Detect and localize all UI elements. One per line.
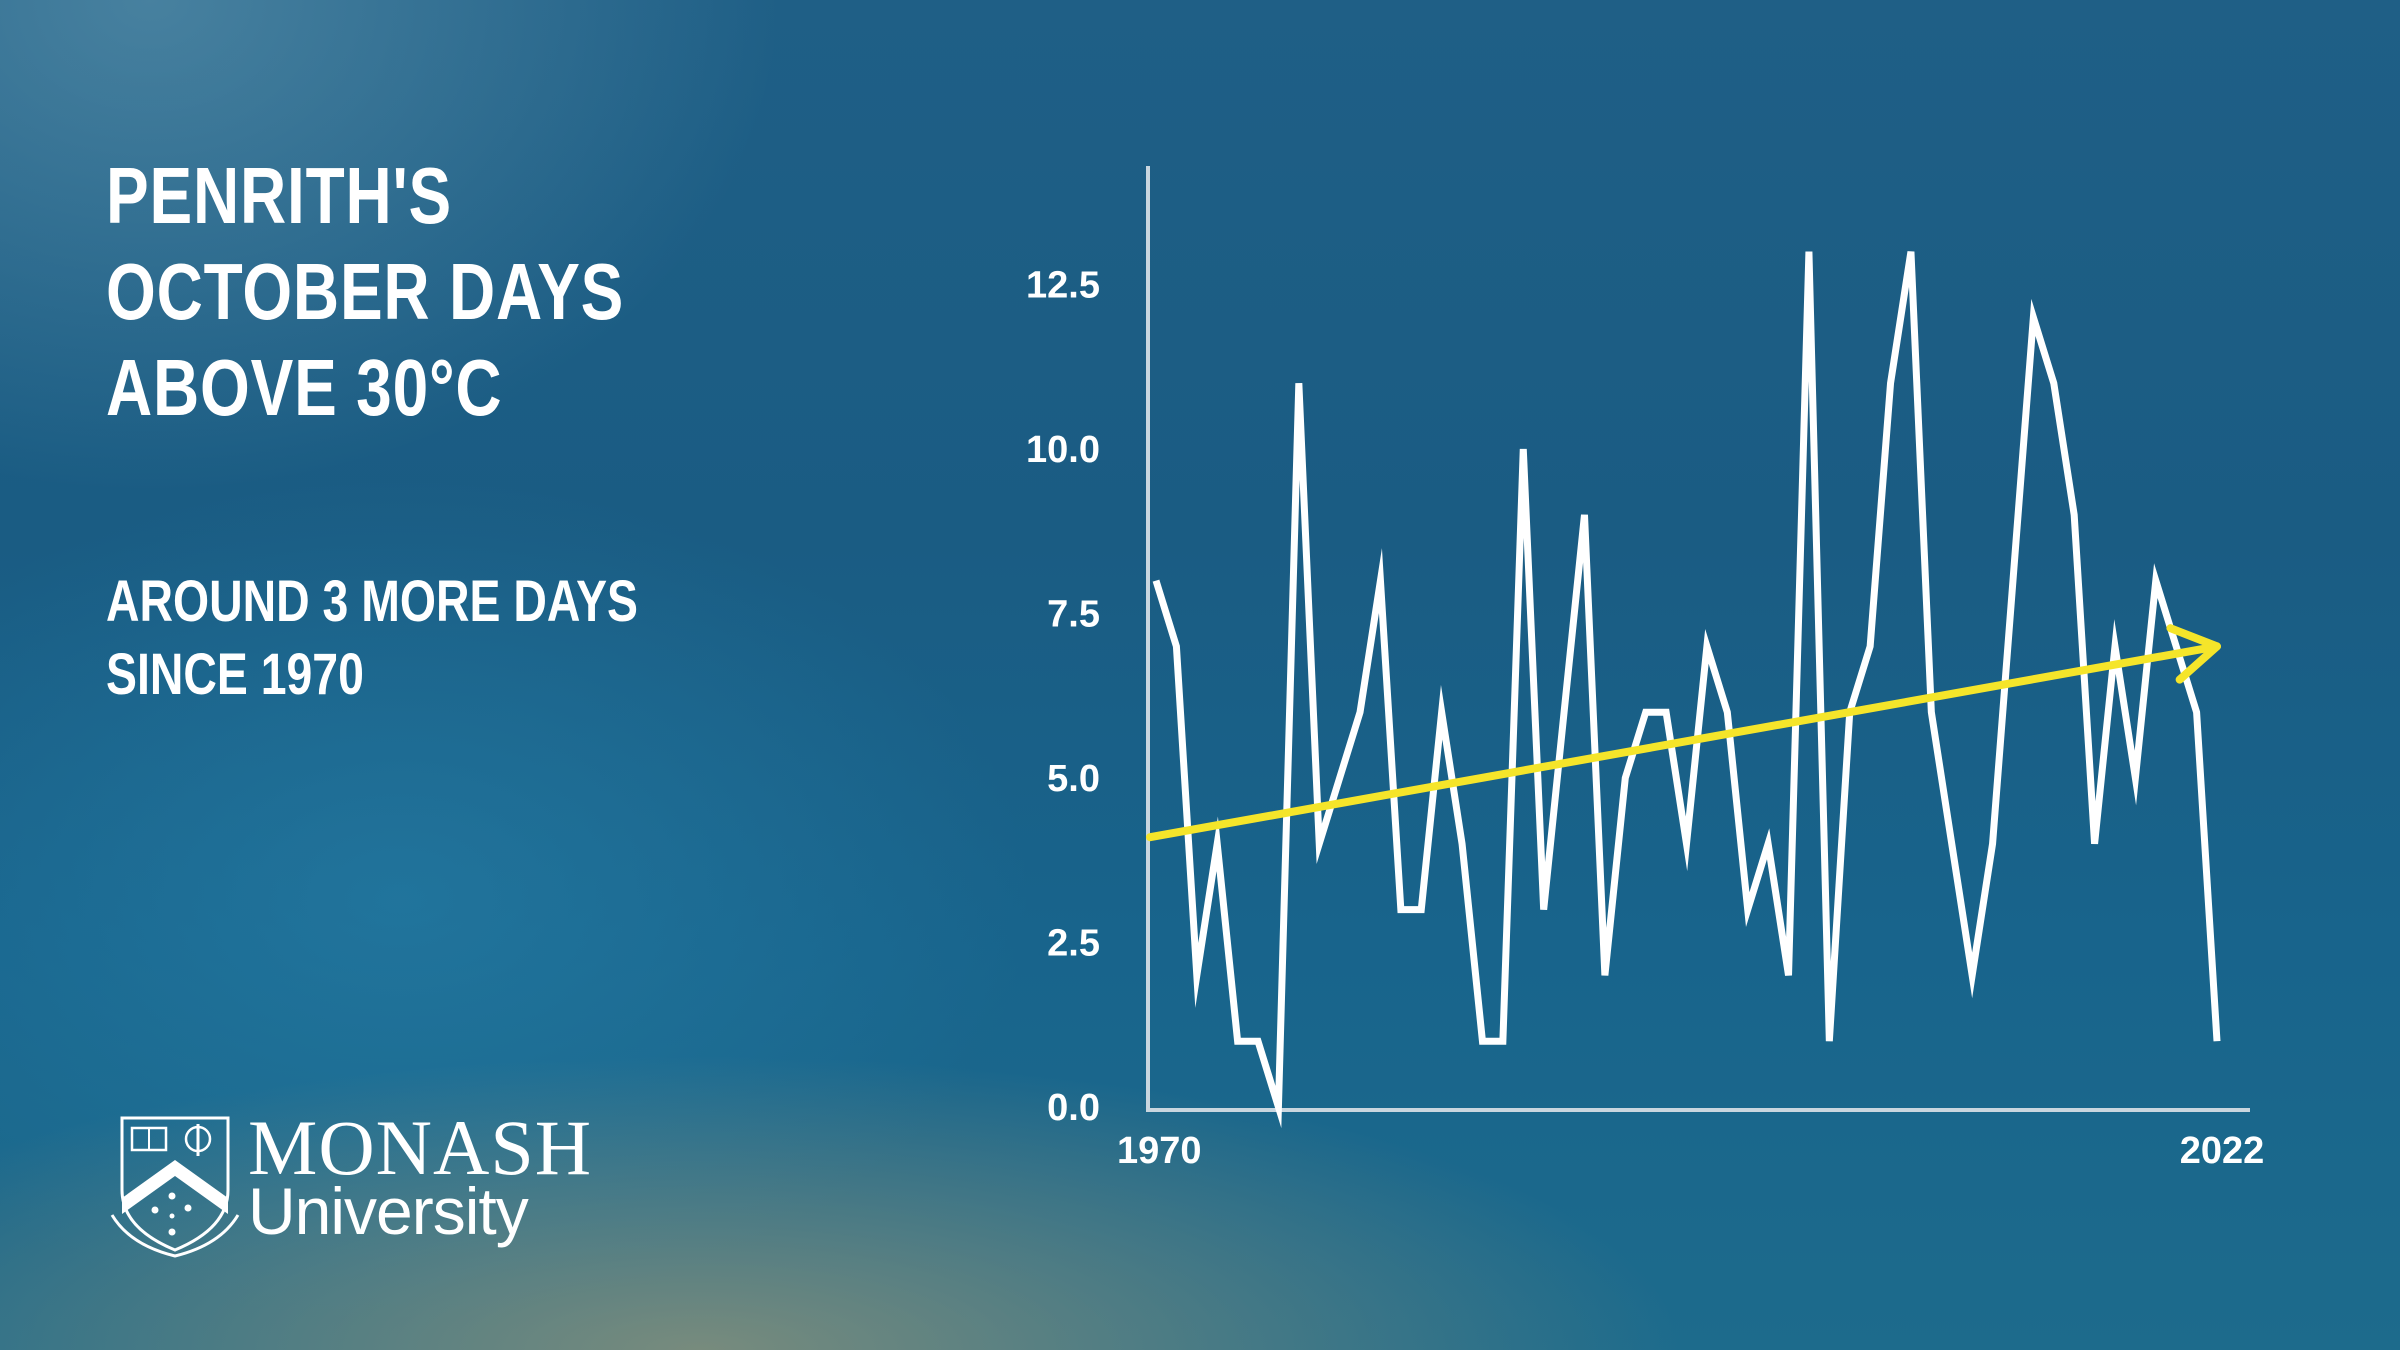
- subtitle-line: SINCE 1970: [106, 642, 364, 707]
- crest-icon: [110, 1116, 240, 1258]
- title-line: ABOVE 30°C: [106, 343, 503, 432]
- trend-line: [1146, 642, 2221, 842]
- x-tick-label: 1970: [1117, 1130, 1202, 1172]
- data-line: [1152, 251, 2221, 1129]
- y-tick-label: 5.0: [1047, 758, 1100, 800]
- logo-wordmark: MONASH: [248, 1104, 593, 1191]
- y-tick-label: 7.5: [1047, 594, 1100, 636]
- title-line: OCTOBER DAYS: [106, 247, 625, 336]
- monash-logo: MONASH University: [110, 1104, 610, 1260]
- x-tick-label: 2022: [2180, 1130, 2265, 1172]
- y-tick-label: 2.5: [1047, 923, 1100, 965]
- logo-subtitle: University: [248, 1174, 529, 1248]
- chart-title: PENRITH'S OCTOBER DAYS ABOVE 30°C: [106, 148, 624, 436]
- chart-subtitle: AROUND 3 MORE DAYS SINCE 1970: [106, 565, 638, 711]
- y-tick-label: 10.0: [1026, 429, 1100, 471]
- y-tick-label: 12.5: [1026, 265, 1100, 307]
- trend-arrowhead: [2166, 624, 2221, 684]
- title-line: PENRITH'S: [106, 151, 453, 240]
- y-tick-label: 0.0: [1047, 1087, 1100, 1129]
- subtitle-line: AROUND 3 MORE DAYS: [106, 569, 638, 634]
